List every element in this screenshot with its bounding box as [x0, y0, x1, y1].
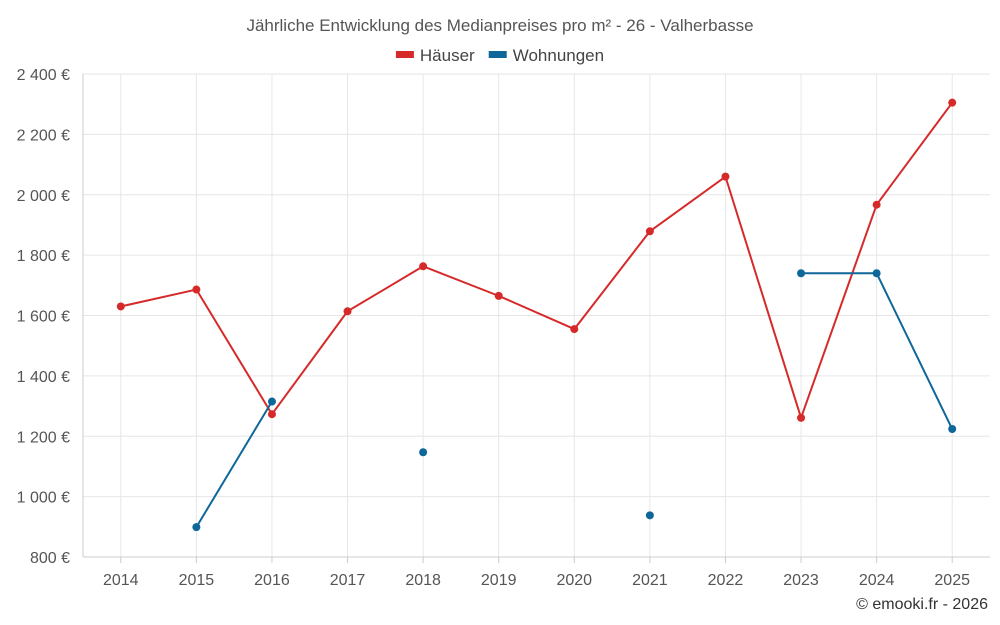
y-tick-label: 2 400 €: [17, 67, 70, 84]
data-point[interactable]: [570, 325, 579, 334]
data-point[interactable]: [872, 200, 881, 209]
y-tick-label: 2 200 €: [17, 127, 70, 144]
y-tick-label: 1 400 €: [17, 369, 70, 386]
y-tick-label: 1 200 €: [17, 429, 70, 446]
x-tick-label: 2016: [254, 572, 290, 589]
data-point[interactable]: [494, 291, 503, 300]
data-point[interactable]: [343, 307, 352, 316]
data-point[interactable]: [645, 227, 654, 236]
x-tick-label: 2017: [330, 572, 366, 589]
series-layer: [116, 98, 957, 532]
x-tick-label: 2015: [179, 572, 215, 589]
data-point[interactable]: [872, 269, 881, 278]
data-point[interactable]: [267, 397, 276, 406]
y-tick-label: 1 600 €: [17, 309, 70, 326]
data-point[interactable]: [797, 413, 806, 422]
data-point[interactable]: [192, 523, 201, 532]
data-point[interactable]: [645, 511, 654, 520]
grid: [83, 73, 990, 557]
data-point[interactable]: [721, 172, 730, 181]
legend-label-h-user[interactable]: Häuser: [420, 46, 475, 65]
legend-label-wohnungen[interactable]: Wohnungen: [513, 46, 604, 65]
x-tick-label: 2014: [103, 572, 139, 589]
x-tick-label: 2020: [556, 572, 592, 589]
series-h-user: [116, 98, 957, 422]
legend: Häuser Wohnungen: [395, 46, 604, 65]
x-tick-label: 2021: [632, 572, 668, 589]
data-point[interactable]: [948, 98, 957, 107]
data-point[interactable]: [116, 302, 125, 311]
series-line: [120, 102, 954, 419]
data-point[interactable]: [948, 425, 957, 434]
credit-text: © emooki.fr - 2026: [856, 596, 988, 613]
data-point[interactable]: [797, 269, 806, 278]
data-point[interactable]: [192, 285, 201, 294]
legend-swatch-wohnungen: [488, 51, 507, 58]
y-tick-label: 2 000 €: [17, 188, 70, 205]
chart-title: Jährliche Entwicklung des Medianpreises …: [246, 16, 753, 35]
y-tick-label: 800 €: [30, 550, 70, 567]
x-tick-label: 2024: [859, 572, 895, 589]
data-point[interactable]: [419, 262, 428, 271]
x-tick-label: 2022: [708, 572, 744, 589]
y-tick-label: 1 000 €: [17, 490, 70, 507]
x-tick-label: 2019: [481, 572, 517, 589]
series-line: [195, 401, 273, 528]
data-point[interactable]: [419, 448, 428, 457]
x-tick-label: 2018: [405, 572, 441, 589]
data-point[interactable]: [267, 410, 276, 419]
y-tick-label: 1 800 €: [17, 248, 70, 265]
series-wohnungen: [192, 269, 957, 532]
x-tick-label: 2023: [783, 572, 819, 589]
axes: 800 € 1 000 € 1 200 € 1 400 € 1 600 € 1 800 €…: [17, 67, 990, 589]
x-tick-label: 2025: [934, 572, 970, 589]
legend-swatch-h-user: [395, 51, 414, 58]
